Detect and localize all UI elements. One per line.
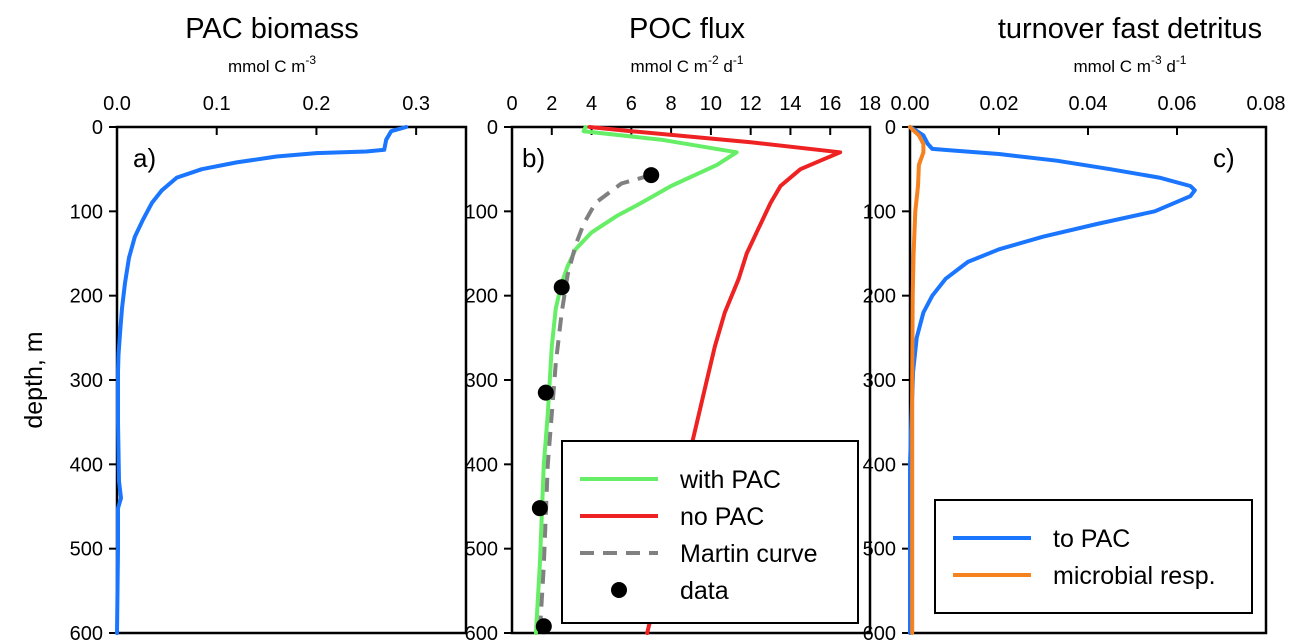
y-tick-label: 200 <box>863 286 896 308</box>
panel-unit: mmol C m-3 d-1 <box>1074 53 1187 76</box>
y-tick-label: 300 <box>863 370 896 392</box>
data-point <box>553 279 570 296</box>
x-tick-label: 8 <box>666 93 677 115</box>
series-line-microbial-resp- <box>908 125 926 635</box>
unit-superscript: -2 <box>708 53 719 67</box>
x-tick-label: 6 <box>626 93 637 115</box>
data-point <box>537 384 554 401</box>
x-tick-label: 12 <box>740 93 762 115</box>
x-tick-label: 0.04 <box>1069 93 1108 115</box>
unit-superscript-2: -1 <box>1176 53 1187 67</box>
x-tick-label: 10 <box>700 93 722 115</box>
panel-title: PAC biomass <box>185 13 359 45</box>
x-tick-label: 0.2 <box>303 93 331 115</box>
legend-c: to PAC microbial resp. <box>934 499 1253 614</box>
x-tick-label: 4 <box>586 93 597 115</box>
panel-unit: mmol C m-2 d-1 <box>631 53 744 76</box>
panel-label: a) <box>133 143 156 173</box>
legend-label: with PAC <box>679 466 781 494</box>
y-tick-label: 200 <box>70 286 103 308</box>
y-tick-label: 300 <box>465 370 498 392</box>
y-tick-label: 500 <box>863 539 896 561</box>
y-tick-label: 100 <box>863 201 896 223</box>
y-tick-label: 400 <box>465 454 498 476</box>
unit-superscript: -3 <box>1151 53 1162 67</box>
legend-marker <box>611 582 627 598</box>
y-tick-label: 600 <box>863 623 896 644</box>
y-tick-label: 600 <box>70 623 103 644</box>
data-point <box>535 618 552 635</box>
unit-base: mmol C m <box>631 57 708 76</box>
plot-frame <box>115 125 468 635</box>
unit-base: mmol C m <box>1074 57 1151 76</box>
data-point <box>643 167 660 184</box>
x-tick-label: 16 <box>819 93 841 115</box>
x-tick-label: 0.3 <box>402 93 430 115</box>
legend-box <box>934 499 1253 614</box>
data-point <box>531 500 548 517</box>
panel-unit: mmol C m-3 <box>228 53 316 76</box>
x-tick-label: 0 <box>506 93 517 115</box>
x-tick-label: 0.00 <box>891 93 930 115</box>
legend-b: with PAC no PAC Martin curve data <box>561 440 859 624</box>
panel-3: turnover fast detritus mmol C m-3 d-1 0.00… <box>863 13 1286 644</box>
panel-label: c) <box>1213 143 1235 173</box>
x-tick-label: 0.08 <box>1247 93 1286 115</box>
legend-label: data <box>680 577 729 605</box>
y-tick-label: 100 <box>70 201 103 223</box>
y-tick-label: 300 <box>70 370 103 392</box>
x-tick-label: 14 <box>779 93 801 115</box>
x-tick-label: 0.06 <box>1158 93 1197 115</box>
y-axis-label: depth, m <box>20 331 48 428</box>
y-tick-label: 600 <box>465 623 498 644</box>
y-tick-label: 100 <box>465 201 498 223</box>
panel-label: b) <box>522 143 545 173</box>
panel-1: PAC biomass mmol C m-3 0.0 0.1 0.2 0.3 0 100 200… <box>70 13 468 644</box>
y-tick-label: 0 <box>92 117 103 139</box>
x-tick-label: 0.0 <box>103 93 131 115</box>
series-line-pac-biomass <box>115 125 409 635</box>
y-tick-label: 400 <box>863 454 896 476</box>
y-tick-label: 0 <box>885 117 896 139</box>
y-tick-label: 200 <box>465 286 498 308</box>
x-tick-label: 18 <box>859 93 881 115</box>
x-tick-label: 2 <box>546 93 557 115</box>
unit-superscript: -3 <box>305 53 316 67</box>
legend-box <box>561 440 859 624</box>
y-tick-label: 400 <box>70 454 103 476</box>
legend-label: microbial resp. <box>1053 562 1216 590</box>
legend-label: no PAC <box>680 503 764 531</box>
unit-mid: d <box>1162 57 1176 76</box>
y-tick-label: 0 <box>487 117 498 139</box>
unit-superscript-2: -1 <box>733 53 744 67</box>
panel-2: POC flux mmol C m-2 d-1 0 2 4 6 8 10 12 14 16 18 0 10… <box>465 13 882 644</box>
series-line-to-pac <box>908 125 1197 635</box>
legend-label: Martin curve <box>680 540 818 568</box>
panel-title: turnover fast detritus <box>998 13 1262 45</box>
unit-mid: d <box>719 57 733 76</box>
x-tick-label: 0.1 <box>203 93 231 115</box>
y-tick-label: 500 <box>465 539 498 561</box>
series-line-martin-curve <box>537 173 652 634</box>
x-tick-label: 0.02 <box>980 93 1019 115</box>
legend-label: to PAC <box>1053 525 1130 553</box>
panel-title: POC flux <box>629 13 746 45</box>
y-tick-label: 500 <box>70 539 103 561</box>
unit-base: mmol C m <box>228 57 305 76</box>
